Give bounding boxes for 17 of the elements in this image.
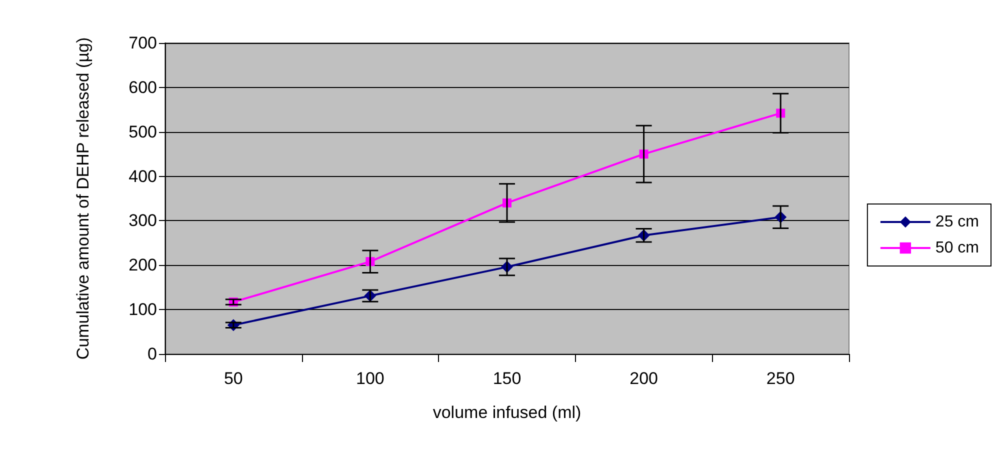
y-tick-label: 700 xyxy=(128,34,157,52)
y-axis-title: Cumulative amount of DEHP released (µg) xyxy=(74,37,92,360)
x-axis-title: volume infused (ml) xyxy=(432,403,582,422)
y-tick-label: 100 xyxy=(128,300,157,320)
x-tick-label: 150 xyxy=(492,369,522,388)
y-tick-label: 600 xyxy=(128,78,157,97)
y-tick-label: 200 xyxy=(128,256,157,275)
x-tick-label: 250 xyxy=(766,369,795,388)
y-tick-label: 400 xyxy=(128,166,157,186)
legend-label: 50 cm xyxy=(935,240,980,256)
legend-label: 25 cm xyxy=(935,214,980,230)
y-tick-label: 500 xyxy=(128,122,157,142)
y-tick-label: 0 xyxy=(148,344,157,364)
x-tick-label: 100 xyxy=(356,369,384,388)
x-tick-label: 200 xyxy=(630,369,658,388)
x-tick-label: 50 xyxy=(224,369,243,388)
y-tick-label: 300 xyxy=(128,211,157,230)
